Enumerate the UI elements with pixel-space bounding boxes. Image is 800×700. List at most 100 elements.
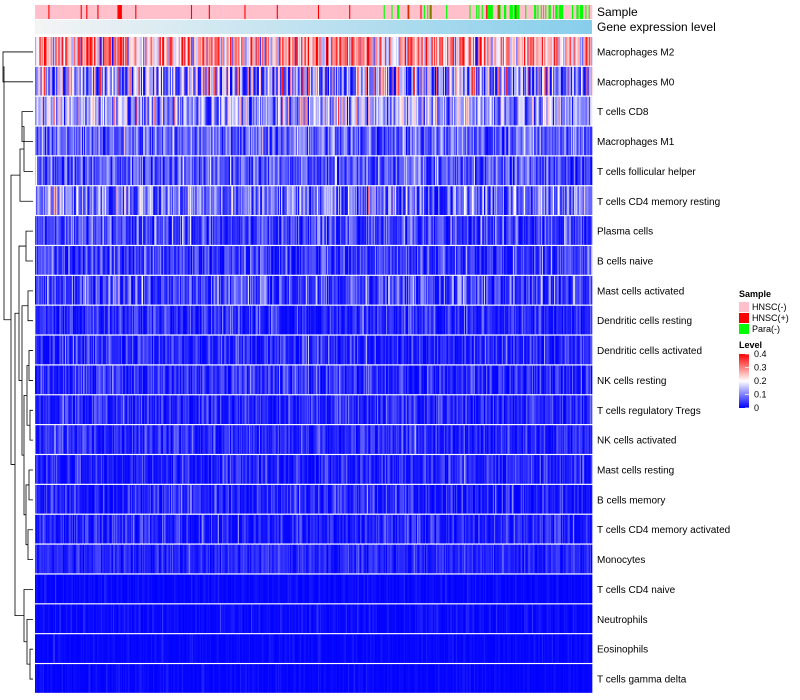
heatmap-cell xyxy=(487,275,489,305)
heatmap-cell xyxy=(502,96,505,126)
heatmap-cell xyxy=(368,66,370,96)
heatmap-cell xyxy=(544,156,546,186)
heatmap-cell xyxy=(364,186,367,215)
sample-annotation-cell xyxy=(427,5,429,19)
heatmap-cell xyxy=(144,186,146,215)
heatmap-cell xyxy=(568,96,571,126)
heatmap-cell xyxy=(545,66,547,96)
heatmap-cell xyxy=(286,156,289,186)
heatmap-cell xyxy=(323,37,325,66)
heatmap-cell xyxy=(307,216,310,245)
heatmap-cell xyxy=(223,96,225,126)
heatmap-cell xyxy=(475,126,477,156)
heatmap-cell xyxy=(52,186,55,215)
heatmap-cell xyxy=(304,275,307,305)
heatmap-cell xyxy=(380,246,382,275)
sample-annotation-cell xyxy=(208,5,211,19)
heatmap-cell xyxy=(549,96,552,126)
heatmap-cell xyxy=(278,216,281,245)
heatmap-cell xyxy=(365,275,368,305)
heatmap-cell xyxy=(73,216,76,245)
heatmap-cell xyxy=(96,246,98,275)
heatmap-cell xyxy=(131,96,134,126)
heatmap-cell xyxy=(390,37,392,66)
heatmap-cell xyxy=(283,126,285,156)
heatmap-cell xyxy=(341,96,343,126)
heatmap-cell xyxy=(194,37,196,66)
sample-annotation-cell xyxy=(419,5,421,19)
heatmap-cell xyxy=(418,96,420,126)
sample-annotation-cell xyxy=(57,5,59,19)
heatmap-cell xyxy=(336,216,339,245)
heatmap-cell xyxy=(466,96,468,126)
heatmap-cell xyxy=(551,96,554,126)
heatmap-cell xyxy=(232,126,234,156)
heatmap-cell xyxy=(287,246,290,275)
sample-annotation-cell xyxy=(402,5,405,19)
heatmap-cell xyxy=(227,96,230,126)
heatmap-cell xyxy=(136,96,138,126)
heatmap-cell xyxy=(447,96,449,126)
heatmap-cell xyxy=(415,216,418,245)
heatmap-cell xyxy=(123,126,125,156)
heatmap-cell xyxy=(446,216,448,245)
heatmap-cell xyxy=(146,37,148,66)
heatmap-cell xyxy=(217,275,220,305)
heatmap-cell xyxy=(216,156,219,186)
heatmap-cell xyxy=(67,246,69,275)
heatmap-cell xyxy=(397,246,399,275)
heatmap-cell xyxy=(46,126,48,156)
heatmap-cell xyxy=(516,66,518,96)
heatmap-cell xyxy=(280,66,282,96)
heatmap-cell xyxy=(483,96,486,126)
heatmap-cell xyxy=(532,66,535,96)
heatmap-cell xyxy=(301,246,303,275)
heatmap-cell xyxy=(300,216,302,245)
heatmap-cell xyxy=(471,216,474,245)
heatmap-cell xyxy=(387,96,389,126)
heatmap-cell xyxy=(514,186,516,215)
heatmap-cell xyxy=(414,186,417,215)
heatmap-cell xyxy=(316,246,319,275)
heatmap-cell xyxy=(63,126,66,156)
heatmap-cell xyxy=(115,186,117,215)
heatmap-cell xyxy=(195,126,197,156)
heatmap-cell xyxy=(176,126,178,156)
heatmap-cell xyxy=(134,66,136,96)
heatmap-cell xyxy=(284,37,286,66)
heatmap-cell xyxy=(319,186,321,215)
sample-annotation-cell xyxy=(115,5,117,19)
heatmap-cell xyxy=(477,96,479,126)
heatmap-cell xyxy=(183,216,185,245)
heatmap-cell xyxy=(372,246,374,275)
heatmap-cell xyxy=(481,156,484,186)
heatmap-cell xyxy=(440,216,442,245)
heatmap-cell xyxy=(348,246,350,275)
heatmap-cell xyxy=(420,275,422,305)
heatmap-cell xyxy=(412,246,415,275)
heatmap-cell xyxy=(46,66,48,96)
heatmap-cell xyxy=(219,37,222,66)
heatmap-cell xyxy=(42,37,45,66)
heatmap-cell xyxy=(388,216,390,245)
heatmap-cell xyxy=(334,37,337,66)
heatmap-cell xyxy=(585,156,587,186)
heatmap-cell xyxy=(188,96,191,126)
heatmap-cell xyxy=(185,66,187,96)
sample-annotation-cell xyxy=(71,5,74,19)
heatmap-cell xyxy=(345,275,348,305)
heatmap-cell xyxy=(423,275,426,305)
heatmap-cell xyxy=(205,156,207,186)
heatmap-cell xyxy=(501,156,504,186)
heatmap-cell xyxy=(566,246,568,275)
heatmap-cell xyxy=(365,126,368,156)
heatmap-cell xyxy=(547,156,549,186)
heatmap-cell xyxy=(112,37,115,66)
heatmap-cell xyxy=(166,126,168,156)
heatmap-cell xyxy=(432,275,435,305)
heatmap-cell xyxy=(311,216,313,245)
heatmap-cell xyxy=(184,96,186,126)
heatmap-cell xyxy=(296,156,299,186)
heatmap-cell xyxy=(503,37,506,66)
heatmap-cell xyxy=(459,156,461,186)
